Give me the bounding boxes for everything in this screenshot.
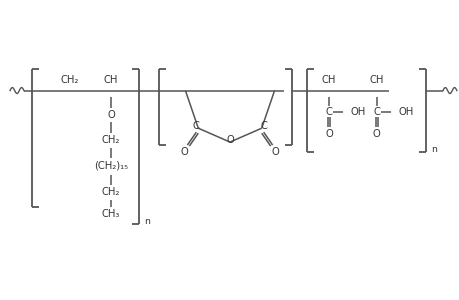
Text: n: n (144, 217, 149, 226)
Text: O: O (180, 147, 188, 157)
Text: n: n (430, 145, 436, 154)
Text: OH: OH (397, 107, 413, 117)
Text: OH: OH (350, 107, 365, 117)
Text: C: C (325, 107, 332, 117)
Text: C: C (372, 107, 379, 117)
Text: C: C (192, 121, 199, 131)
Text: O: O (325, 129, 332, 139)
Text: O: O (271, 147, 279, 157)
Text: CH₃: CH₃ (102, 209, 120, 219)
Text: CH₂: CH₂ (60, 75, 78, 85)
Text: CH: CH (321, 75, 336, 85)
Text: O: O (372, 129, 380, 139)
Text: (CH₂)₁₅: (CH₂)₁₅ (94, 161, 128, 171)
Text: CH: CH (104, 75, 118, 85)
Text: CH₂: CH₂ (102, 135, 120, 145)
Text: C: C (260, 121, 267, 131)
Text: O: O (107, 110, 115, 120)
Text: O: O (226, 135, 233, 145)
Text: CH₂: CH₂ (102, 187, 120, 196)
Text: CH: CH (369, 75, 383, 85)
